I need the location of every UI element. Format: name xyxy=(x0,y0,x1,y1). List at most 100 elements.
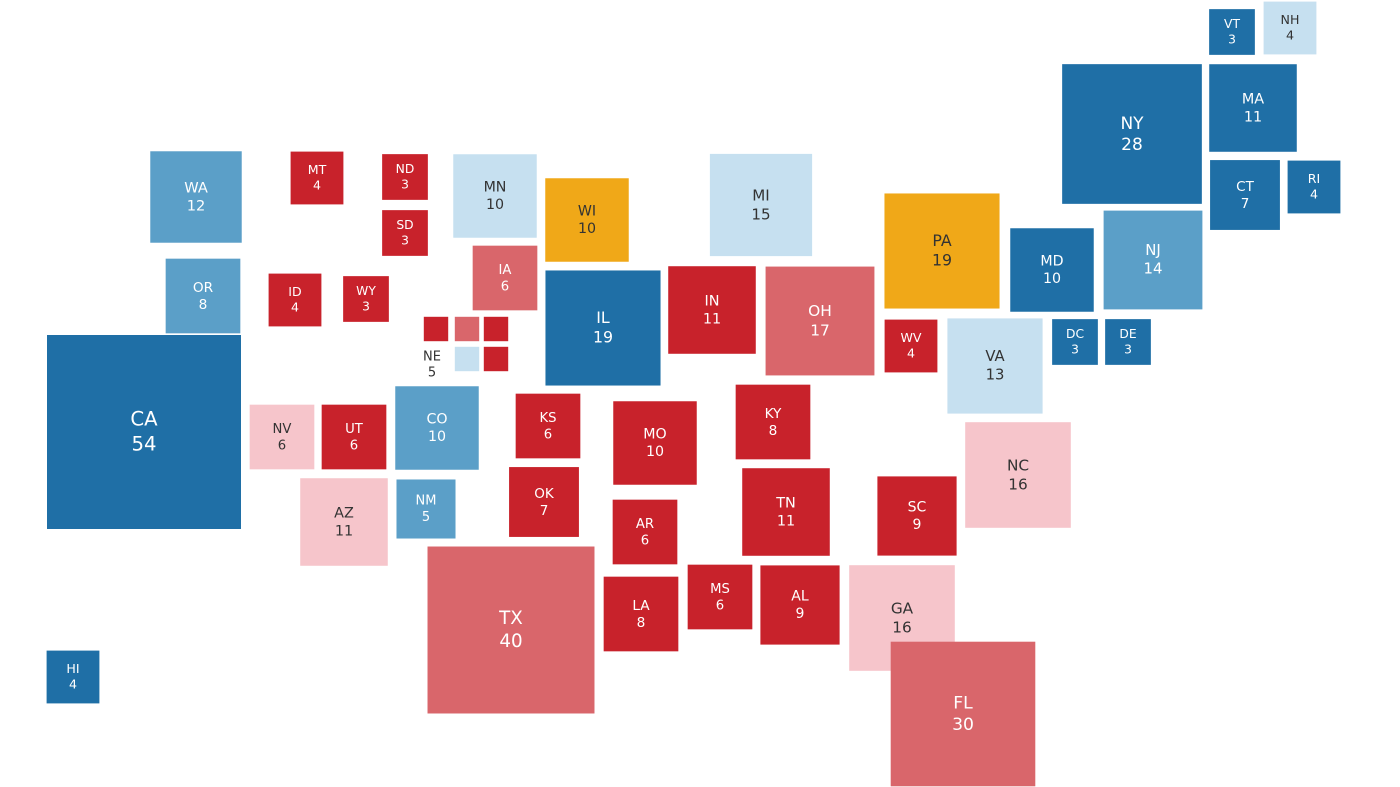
state-votes: 11 xyxy=(703,311,721,327)
state-abbr: CA xyxy=(130,408,158,431)
state-abbr: MT xyxy=(308,162,327,177)
state-square xyxy=(668,266,756,354)
state-abbr: NM xyxy=(416,494,437,509)
state-votes: 6 xyxy=(350,439,358,454)
state-abbr: IN xyxy=(704,293,719,309)
state-abbr: AR xyxy=(636,517,654,532)
state-abbr: MS xyxy=(710,582,730,597)
state-abbr: WV xyxy=(900,330,921,345)
state-votes: 4 xyxy=(907,346,915,361)
state-votes: 11 xyxy=(777,513,795,529)
state-abbr: OR xyxy=(193,280,214,296)
state-votes: 9 xyxy=(913,517,922,533)
state-votes: 6 xyxy=(501,280,509,295)
state: WI 10 xyxy=(545,178,629,262)
state-abbr: FL xyxy=(953,694,973,714)
state-square xyxy=(343,276,389,322)
state: AR 6 xyxy=(612,499,678,565)
state-votes: 4 xyxy=(1286,28,1294,43)
state-square xyxy=(427,546,595,714)
state: NM5 xyxy=(396,479,456,539)
state: WV4 xyxy=(884,319,938,373)
state-square xyxy=(545,178,629,262)
state-votes: 7 xyxy=(1241,196,1250,212)
state-square xyxy=(268,273,322,327)
state-abbr: NY xyxy=(1120,114,1144,134)
state: SD3 xyxy=(382,210,428,256)
state-abbr: CO xyxy=(426,411,447,427)
state-abbr: MD xyxy=(1040,253,1063,269)
state-votes: 10 xyxy=(1043,271,1061,287)
state-square xyxy=(965,422,1071,528)
state-square xyxy=(877,476,957,556)
state-square xyxy=(47,335,241,529)
state-square xyxy=(1263,1,1317,55)
state: LA8 xyxy=(603,576,679,652)
state-votes: 5 xyxy=(428,366,436,381)
state-abbr: NJ xyxy=(1145,241,1161,259)
state-votes: 19 xyxy=(932,251,952,270)
state-abbr: OH xyxy=(808,302,832,320)
state-abbr: SC xyxy=(908,500,927,516)
state-square xyxy=(1062,64,1202,204)
state-square xyxy=(249,404,315,470)
state-abbr: AL xyxy=(791,589,809,605)
state-abbr: NC xyxy=(1007,456,1029,474)
state-votes: 3 xyxy=(362,299,370,313)
state: OK7 xyxy=(509,467,579,537)
state-abbr: WA xyxy=(184,179,208,196)
state: AZ 11 xyxy=(300,478,388,566)
state-square xyxy=(395,386,479,470)
state-votes: 12 xyxy=(187,197,206,214)
state-abbr: NH xyxy=(1281,12,1300,27)
state-square xyxy=(603,576,679,652)
state-square xyxy=(765,266,875,376)
state-votes: 40 xyxy=(499,631,522,652)
state-square xyxy=(1209,64,1297,152)
state: MO 10 xyxy=(613,401,697,485)
state-square xyxy=(1210,160,1280,230)
state: KS 6 xyxy=(515,393,581,459)
state: OR8 xyxy=(165,258,241,334)
state-square xyxy=(545,270,661,386)
state-abbr: MO xyxy=(643,426,666,442)
state-abbr: WY xyxy=(356,284,376,298)
state-abbr: NE xyxy=(423,350,441,365)
state-votes: 6 xyxy=(544,428,552,443)
state-square xyxy=(1287,160,1341,214)
state-square xyxy=(509,467,579,537)
state-votes: 6 xyxy=(278,439,286,454)
state-square xyxy=(613,401,697,485)
state-votes: 4 xyxy=(69,677,77,692)
state-abbr: HI xyxy=(66,661,79,676)
state-votes: 11 xyxy=(1244,109,1262,125)
district-square xyxy=(454,316,480,342)
state-square xyxy=(46,650,100,704)
state-square xyxy=(890,641,1036,787)
state-square xyxy=(612,499,678,565)
state-abbr: MI xyxy=(752,186,769,204)
state-square xyxy=(453,154,537,238)
state-votes: 4 xyxy=(291,300,299,315)
state: MN 10 xyxy=(453,154,537,238)
state-abbr: AZ xyxy=(334,505,354,521)
state: DE3 xyxy=(1105,319,1151,365)
state: CO 10 xyxy=(395,386,479,470)
state-abbr: DE xyxy=(1119,327,1136,341)
state-abbr: UT xyxy=(345,422,364,437)
state-abbr: KS xyxy=(539,411,556,426)
state-abbr: GA xyxy=(891,599,914,617)
state-square xyxy=(884,193,1000,309)
state-abbr: NV xyxy=(273,422,292,437)
state-votes: 16 xyxy=(892,618,911,636)
state-votes: 3 xyxy=(1124,342,1132,356)
state-votes: 6 xyxy=(641,534,649,549)
state-votes: 14 xyxy=(1144,260,1163,278)
state-square xyxy=(709,153,813,257)
state-square xyxy=(884,319,938,373)
state-votes: 8 xyxy=(199,297,208,313)
